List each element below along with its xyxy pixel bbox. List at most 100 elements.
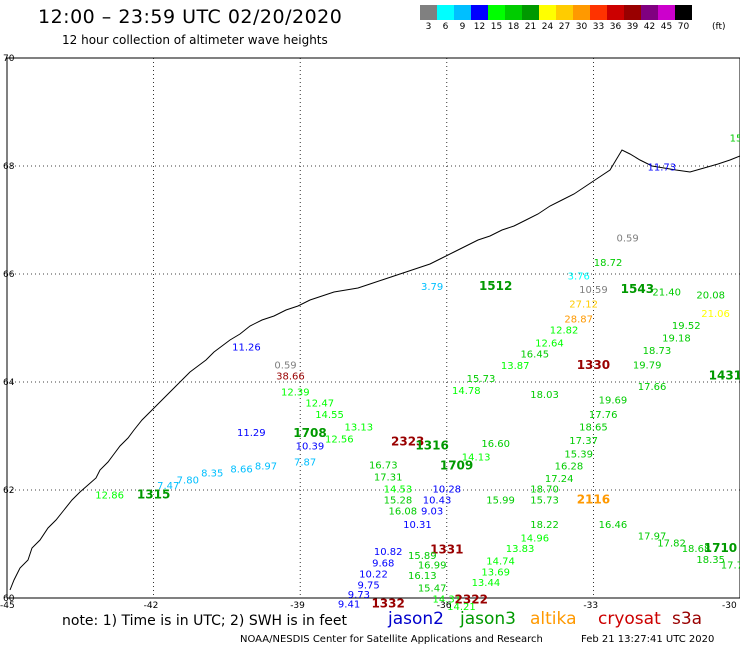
color-scale-unit: (ft) [712,22,726,32]
wave-height-value: 8.35 [201,469,223,480]
color-swatch [505,5,522,20]
latitude-label: 62 [3,486,15,496]
pass-time-label: 1331 [430,543,463,557]
satellite-jason2: jason2 [388,609,444,629]
wave-height-value: 17.70 [721,560,740,571]
color-swatch-label: 33 [592,22,605,32]
wave-height-value: 16.46 [599,520,628,531]
wave-height-value: 12.56 [325,434,354,445]
wave-height-value: 7.47 [157,481,179,492]
wave-height-value: 7.87 [294,458,316,469]
pass-time-label: 1710 [704,541,737,555]
color-swatch-label: 42 [643,22,656,32]
wave-height-value: 13.13 [345,423,374,434]
latitude-label: 70 [3,54,15,64]
latitude-label: 64 [3,378,15,388]
wave-height-value: 10.39 [296,442,325,453]
wave-height-value: 16.13 [408,571,437,582]
satellite-altika: altika [530,609,577,629]
pass-time-label: 1708 [293,426,326,440]
color-scale-labels: 3 6 9 12 15 18 21 24 27 30 33 36 39 42 45 70 [420,22,692,34]
wave-height-value: 16.99 [418,560,447,571]
wave-height-value: 15.89 [408,551,437,562]
wave-height-value: 10.59 [579,285,608,296]
wave-height-value: 17.31 [374,472,403,483]
generated-timestamp: Feb 21 13:27:41 UTC 2020 [581,634,715,645]
color-swatch-label: 70 [677,22,690,32]
color-swatch [641,5,658,20]
satellite-cryosat: cryosat [598,609,661,629]
wave-height-value: 18.70 [530,485,559,496]
wave-height-value: 12.39 [281,388,310,399]
wave-height-value: 15.39 [564,450,593,461]
longitude-label: -36 [436,601,452,611]
satellite-s3a: s3a [672,609,703,629]
color-scale [420,5,692,20]
wave-height-value: 11.26 [232,343,261,354]
latitude-label: 66 [3,270,15,280]
wave-height-value: 15 [730,134,740,145]
wave-height-value: 16.60 [481,439,510,450]
wave-height-value: 0.59 [274,361,296,372]
color-swatch-label: 39 [626,22,639,32]
color-swatch [675,5,692,20]
wave-height-value: 16.08 [388,506,417,517]
wave-height-value: 16.28 [555,461,584,472]
wave-height-value: 14.78 [452,386,481,397]
longitude-label: -33 [583,601,599,611]
wave-height-value: 19.18 [662,334,691,345]
color-swatch-label: 24 [541,22,554,32]
pass-time-label: 1315 [137,488,170,502]
wave-height-value: 13.87 [501,361,530,372]
color-swatch-label: 21 [524,22,537,32]
color-swatch [624,5,641,20]
wave-height-value: 14.21 [447,602,476,613]
wave-height-value: 15.47 [418,584,447,595]
wave-height-value: 17.76 [589,410,618,421]
pass-time-label: 2116 [577,493,610,507]
wave-height-value: 21.40 [652,288,681,299]
wave-height-value: 9.03 [421,506,443,517]
wave-height-value: 3.79 [421,282,443,293]
wave-height-value: 10.22 [359,569,388,580]
color-swatch [556,5,573,20]
pass-time-label: 1431 [709,368,740,382]
wave-height-value: 15.99 [486,496,515,507]
pass-time-label: 2323 [391,435,424,449]
wave-height-value: 9.68 [372,559,394,570]
color-swatch [420,5,437,20]
wave-height-value: 19.52 [672,321,701,332]
latitude-label: 60 [3,594,15,604]
wave-height-value: 18.22 [530,520,559,531]
pass-time-label: 1316 [415,439,448,453]
wave-height-value: 12.64 [535,338,564,349]
wave-height-value: 16.73 [369,460,398,471]
wave-height-value: 14.53 [384,485,413,496]
wave-height-value: 28.87 [564,315,593,326]
color-swatch [573,5,590,20]
wave-height-value: 7.80 [177,476,199,487]
wave-height-value: 9.41 [338,600,360,611]
color-swatch-label: 36 [609,22,622,32]
footnote: note: 1) Time is in UTC; 2) SWH is in fe… [62,613,348,629]
color-swatch-label: 15 [490,22,503,32]
latitude-label: 68 [3,162,15,172]
greenland-coastline [9,149,740,591]
color-swatch-label: 18 [507,22,520,32]
wave-height-value: 8.66 [230,465,252,476]
wave-height-value: 38.66 [276,371,305,382]
wave-height-value: 18.68 [682,544,711,555]
pass-time-label: 1330 [577,358,610,372]
wave-height-value: 19.79 [633,361,662,372]
page-subtitle: 12 hour collection of altimeter wave hei… [62,33,328,47]
wave-height-value: 18.72 [594,258,623,269]
wave-height-value: 12.86 [95,491,124,502]
wave-height-value: 14.96 [520,533,549,544]
longitude-label: -39 [290,601,305,611]
wave-height-value: 27.12 [569,299,598,310]
wave-height-value: 0.59 [616,234,638,245]
color-swatch-label: 45 [660,22,673,32]
color-swatch [607,5,624,20]
wave-height-value: 14.55 [315,410,344,421]
